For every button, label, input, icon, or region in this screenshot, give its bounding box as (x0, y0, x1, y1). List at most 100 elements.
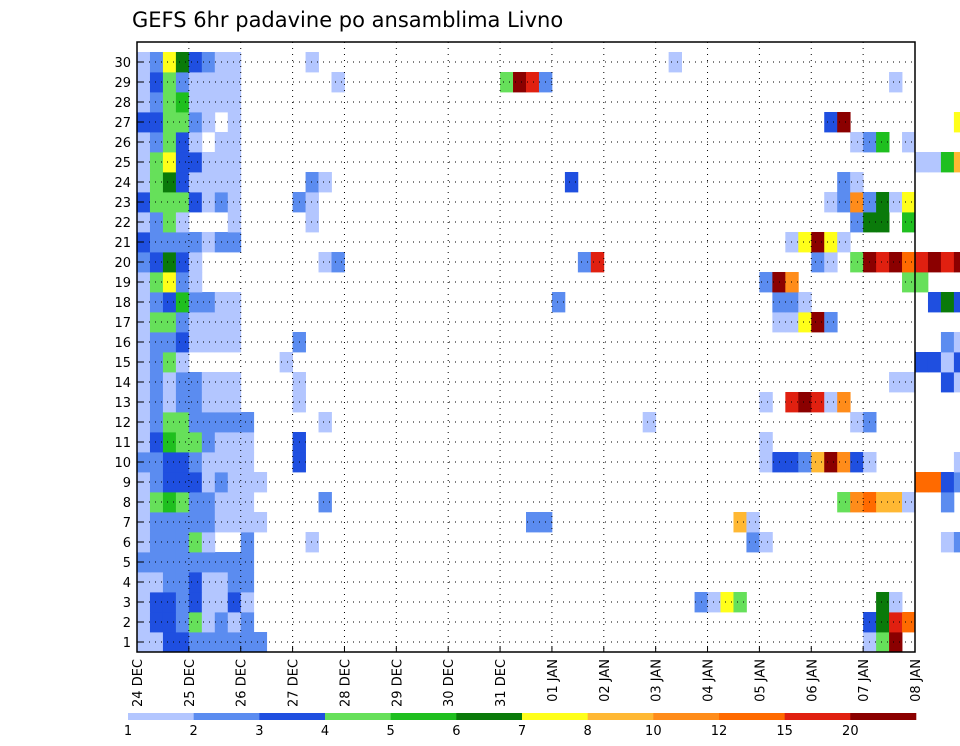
heatmap-cell (149, 92, 164, 113)
heatmap-cell (940, 472, 955, 493)
heatmap-cell (149, 152, 164, 173)
x-tick-label: 24 DEC (131, 659, 146, 707)
heatmap-cell (201, 332, 216, 353)
heatmap-cell (824, 392, 838, 413)
heatmap-cell (798, 452, 812, 473)
heatmap-cell (746, 532, 760, 553)
heatmap-cell (876, 492, 890, 513)
colorbar-label: 3 (255, 724, 263, 739)
heatmap-cell (162, 232, 177, 253)
heatmap-cell (876, 192, 890, 213)
y-tick-label: 1 (123, 636, 131, 651)
y-tick-label: 29 (114, 76, 131, 91)
heatmap-cell (227, 512, 242, 533)
heatmap-cell (175, 612, 190, 633)
heatmap-cell (175, 112, 190, 133)
x-tick-label: 25 DEC (183, 659, 198, 707)
y-tick-label: 16 (114, 336, 131, 351)
heatmap-cell (318, 252, 332, 273)
heatmap-cell (227, 372, 242, 393)
heatmap-cell (227, 292, 242, 313)
heatmap-cell (940, 152, 955, 173)
heatmap-cell (915, 152, 929, 173)
heatmap-cell (162, 452, 177, 473)
heatmap-cell (953, 472, 960, 493)
colorbar-swatch (193, 713, 260, 720)
heatmap-cell (188, 552, 203, 573)
heatmap-cell (227, 172, 242, 193)
heatmap-cell (953, 452, 960, 473)
y-tick-label: 20 (114, 256, 131, 271)
heatmap-cell (175, 292, 190, 313)
colorbar-label: 4 (321, 724, 329, 739)
heatmap-cell (175, 132, 190, 153)
heatmap-cell (149, 312, 164, 333)
heatmap-cell (785, 312, 799, 333)
heatmap-cell (175, 432, 190, 453)
y-tick-label: 24 (114, 176, 131, 191)
heatmap-cell (902, 192, 916, 213)
y-tick-label: 23 (114, 196, 131, 211)
heatmap-cell (850, 252, 864, 273)
y-tick-label: 11 (114, 436, 131, 451)
colorbar-swatch (522, 713, 588, 720)
x-tick-label: 28 DEC (338, 659, 353, 707)
heatmap-cell (305, 52, 319, 73)
heatmap-cell (162, 472, 177, 493)
heatmap-cell (162, 272, 177, 293)
heatmap-cell (175, 552, 190, 573)
heatmap-cell (188, 632, 203, 653)
heatmap-cell (824, 112, 838, 133)
heatmap-cell (188, 52, 203, 73)
heatmap-cell (175, 632, 190, 653)
x-tick-label: 05 JAN (753, 659, 768, 702)
heatmap-cell (305, 532, 319, 553)
colorbar: 1 2 3 4 5 6 7 8 10 12 15 20 (124, 713, 917, 739)
y-tick-label: 2 (123, 616, 131, 631)
colorbar-label: 7 (518, 724, 526, 739)
heatmap-cell (707, 592, 721, 613)
heatmap-cell (785, 292, 799, 313)
heatmap-cell (175, 92, 190, 113)
heatmap-cell (824, 252, 838, 273)
heatmap-cell (889, 252, 903, 273)
heatmap-cell (188, 312, 203, 333)
y-tick-label: 19 (114, 276, 131, 291)
y-tick-label: 5 (123, 556, 131, 571)
heatmap-cell (188, 572, 203, 593)
heatmap-cell (188, 172, 203, 193)
heatmap-cell (188, 252, 203, 273)
heatmap-cell (227, 572, 242, 593)
heatmap-cell (201, 232, 216, 253)
heatmap-cell (175, 412, 190, 433)
heatmap-cell (201, 552, 216, 573)
y-tick-label: 28 (114, 96, 131, 111)
heatmap-cell (149, 452, 164, 473)
heatmap-cell (149, 72, 164, 93)
chart-title: GEFS 6hr padavine po ansamblima Livno (132, 8, 563, 32)
heatmap-cell (175, 232, 190, 253)
heatmap-cell (889, 592, 903, 613)
heatmap-cell (149, 472, 164, 493)
heatmap-cell (850, 412, 864, 433)
y-tick-label: 15 (114, 356, 131, 371)
y-tick-label: 26 (114, 136, 131, 151)
heatmap-cell (149, 412, 164, 433)
heatmap-cell (876, 252, 890, 273)
colorbar-label: 2 (190, 724, 198, 739)
heatmap-cell (175, 52, 190, 73)
colorbar-label: 5 (387, 724, 395, 739)
heatmap-cell (953, 372, 960, 393)
heatmap-cell (162, 552, 177, 573)
heatmap-cell (149, 52, 164, 73)
heatmap-cell (759, 272, 773, 293)
heatmap-cell (837, 392, 851, 413)
heatmap-cell (227, 52, 242, 73)
heatmap-cell (201, 452, 216, 473)
heatmap-cell (162, 292, 177, 313)
heatmap-cell (201, 432, 216, 453)
heatmap-cell (240, 552, 255, 573)
heatmap-cell (940, 292, 955, 313)
heatmap-cell (953, 112, 960, 133)
